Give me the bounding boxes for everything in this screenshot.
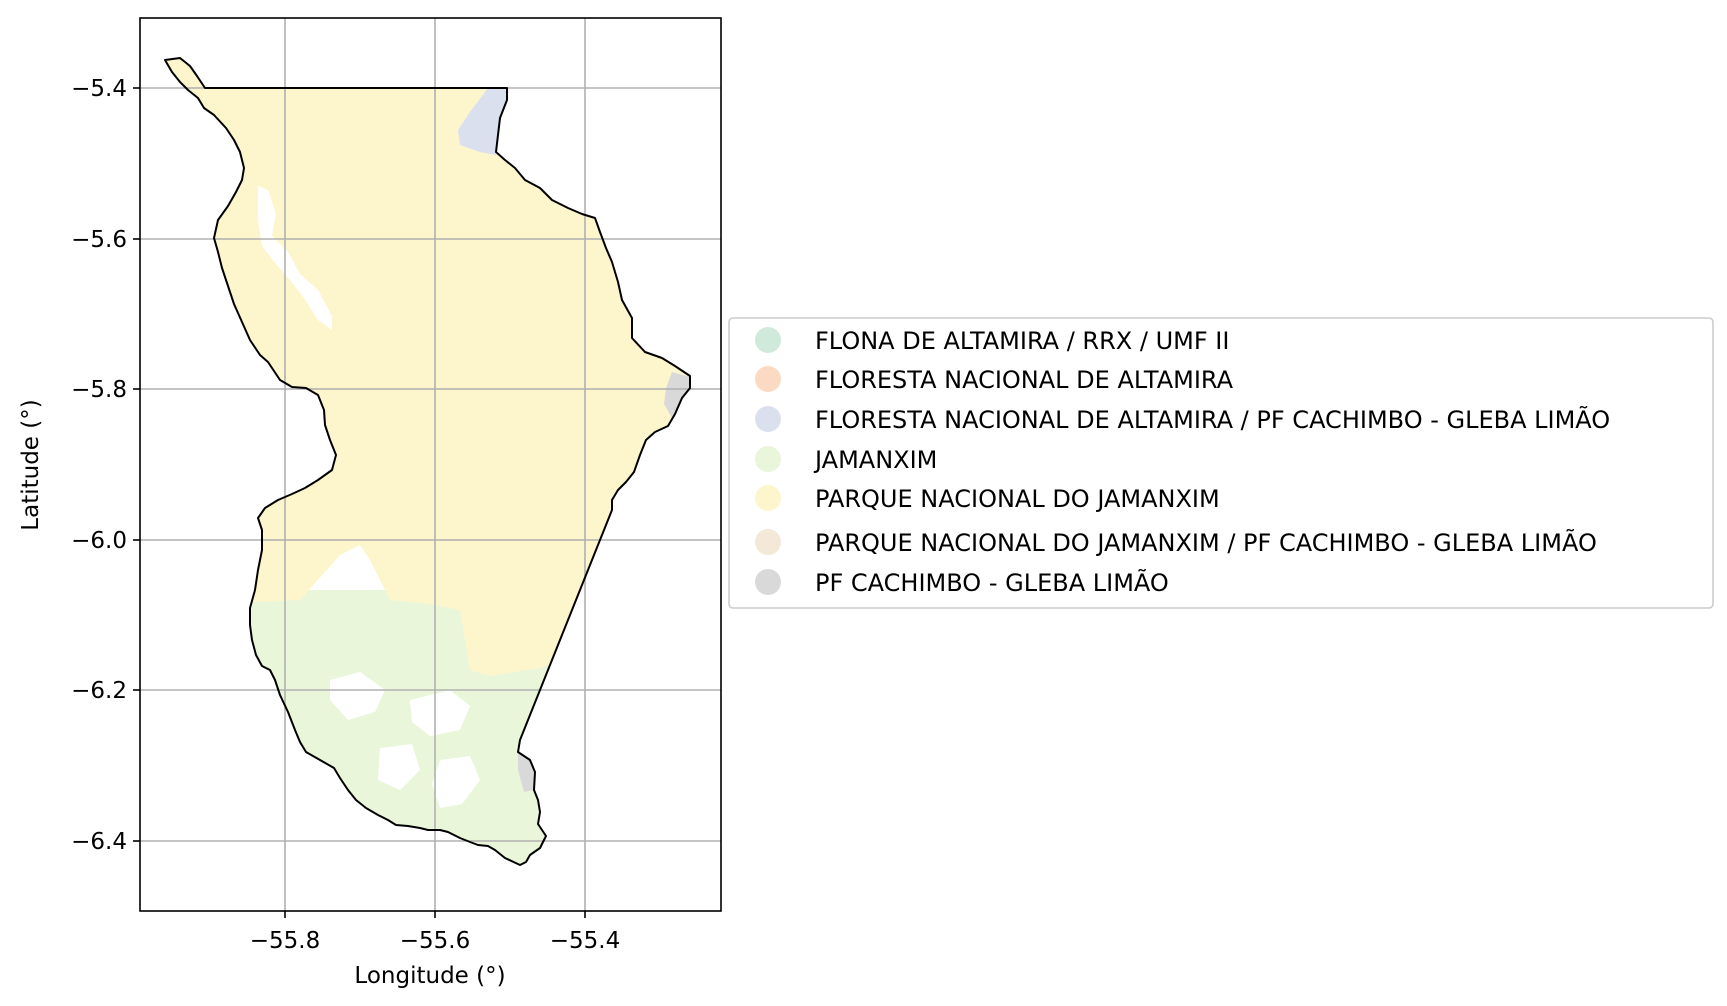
x-tick-label-1: −55.8 [250,928,320,954]
x-axis-label: Longitude (°) [354,963,505,989]
y-tick-label-2: −5.6 [71,227,127,253]
unclassified-south-2 [410,690,470,736]
y-tick-label-3: −5.8 [71,377,127,403]
unclassified-south-3 [432,756,480,808]
y-tick-label-6: −6.4 [71,829,127,855]
y-axis-label: Latitude (°) [18,399,44,530]
legend-label-flona-rrx: FLONA DE ALTAMIRA / RRX / UMF II [815,327,1229,355]
legend-marker-parque-jamanxim [755,485,781,511]
unclassified-south-4 [378,744,420,790]
legend: FLONA DE ALTAMIRA / RRX / UMF II FLOREST… [728,317,1714,609]
legend-marker-parque-jamanxim-cachimbo [755,529,781,555]
x-ticks [284,911,586,918]
legend-marker-flona-rrx [755,327,781,353]
legend-marker-jamanxim [755,446,781,472]
axes-frame [139,17,722,912]
legend-label-floresta-altamira: FLORESTA NACIONAL DE ALTAMIRA [815,366,1234,394]
legend-marker-pf-cachimbo [755,569,781,595]
legend-marker-floresta-altamira [755,366,781,392]
y-tick-label-5: −6.2 [71,678,127,704]
grid-lines [140,18,721,911]
x-tick-label-3: −55.4 [550,928,620,954]
legend-label-parque-jamanxim: PARQUE NACIONAL DO JAMANXIM [815,485,1220,513]
y-tick-label-4: −6.0 [71,528,127,554]
y-tick-label-1: −5.4 [71,76,127,102]
y-ticks [133,87,140,842]
unclassified-south-1 [330,672,385,720]
legend-marker-floresta-altamira-cachimbo [755,406,781,432]
legend-label-pf-cachimbo: PF CACHIMBO - GLEBA LIMÃO [815,567,1169,597]
legend-label-jamanxim: JAMANXIM [813,446,937,474]
legend-label-floresta-altamira-cachimbo: FLORESTA NACIONAL DE ALTAMIRA / PF CACHI… [815,404,1610,434]
unclassified-strip [258,186,332,330]
legend-frame [728,317,1714,609]
legend-label-parque-jamanxim-cachimbo: PARQUE NACIONAL DO JAMANXIM / PF CACHIMB… [815,527,1597,557]
x-tick-label-2: −55.6 [400,928,470,954]
